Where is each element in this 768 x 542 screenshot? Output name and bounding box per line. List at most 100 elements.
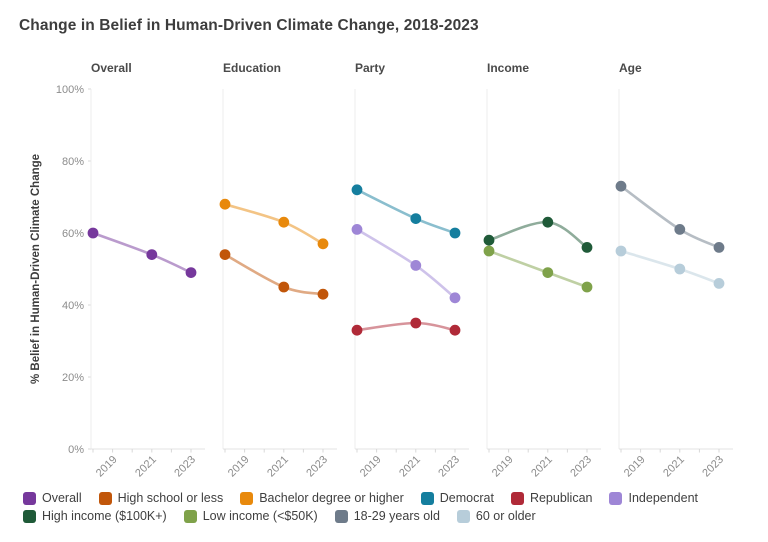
chart-legend: Overall High school or less Bachelor degre… [23,491,758,527]
series-line-high-school-or-less [223,253,325,296]
legend-label: 60 or older [475,509,536,523]
x-tick-label: 2021 [397,454,423,480]
panel-header-party: Party [355,61,385,75]
y-tick-label: 80% [62,156,84,168]
legend-swatch-icon [420,491,434,505]
x-tick-label: 2023 [436,454,462,480]
data-point-republican [449,324,461,336]
legend-row: High income ($100K+) Low income (<$50K) 18… [23,509,758,523]
legend-label: 18-29 years old [353,509,440,523]
data-point-overall [146,249,158,260]
x-tick-label: 2019 [94,454,120,480]
data-point-18-29-years-old [713,242,725,253]
panel-education: Education 2019 2021 2023 [219,61,337,480]
legend-label: Republican [529,491,593,505]
chart-title: Change in Belief in Human-Driven Climate… [19,17,479,34]
data-point-60-or-older [615,245,627,257]
legend-item-republican: Republican [510,491,593,505]
legend-swatch-icon [23,491,36,505]
legend-label: Bachelor degree or higher [259,491,404,505]
legend-swatch-icon [609,491,623,505]
legend-swatch-icon [240,491,254,505]
legend-item-low-income-50k: Low income (<$50K) [183,509,318,523]
x-tick-label: 2019 [226,454,252,480]
y-tick-label: 40% [62,300,84,312]
series-line-bachelor-degree-or-higher [223,202,325,246]
panel-header-education: Education [223,61,281,75]
legend-label: Democrat [439,491,494,505]
y-axis: 0% 20% 40% 60% 80% 100% [56,84,91,456]
panel-header-age: Age [619,61,642,75]
panel-income: Income 2019 2021 2023 [483,61,601,480]
data-point-18-29-years-old [674,224,686,235]
legend-swatch-icon [23,509,36,523]
data-point-democrat [351,184,363,196]
data-point-overall [185,267,197,278]
data-point-bachelor-degree-or-higher [278,216,290,228]
legend-item-60-or-older: 60 or older [456,509,536,523]
data-point-high-income-100k [581,242,593,253]
panel-header-income: Income [487,61,529,75]
data-point-high-school-or-less [317,288,329,300]
y-tick-label: 100% [56,84,84,96]
data-point-overall [87,227,99,239]
data-point-high-income-100k [483,234,495,246]
legend-item-high-income-100k: High income ($100K+) [23,509,167,523]
data-point-high-income-100k [542,216,554,228]
legend-row: Overall High school or less Bachelor degre… [23,491,758,505]
legend-swatch-icon [183,509,197,523]
legend-label: High income ($100K+) [42,509,167,523]
x-tick-label: 2023 [304,454,330,480]
legend-swatch-icon [334,509,348,523]
series-line-democrat [355,188,457,235]
panel-overall: Overall 2019 2021 2023 [87,61,205,480]
panel-header-overall: Overall [91,61,132,75]
x-tick-label: 2021 [529,454,555,480]
y-axis-title: % Belief in Human-Driven Climate Change [30,154,42,384]
series-line-60-or-older [619,249,721,285]
legend-item-overall: Overall [23,491,82,505]
legend-item-bachelor-degree-or-higher: Bachelor degree or higher [240,491,404,505]
series-line-independent [355,228,457,300]
data-point-independent [449,292,461,304]
data-point-independent [410,260,422,271]
data-point-bachelor-degree-or-higher [317,238,329,250]
panel-age: Age 2019 2021 2023 [615,61,733,480]
data-point-independent [351,224,363,235]
data-point-low-income-50k [483,245,495,257]
x-tick-label: 2021 [265,454,291,480]
series-line-low-income-50k [487,249,589,289]
y-tick-label: 60% [62,228,84,240]
x-tick-label: 2021 [133,454,159,480]
panel-party: Party 2019 2021 2023 [351,61,469,480]
data-point-high-school-or-less [219,249,231,260]
legend-label: Independent [628,491,698,505]
legend-label: Overall [42,491,82,505]
legend-item-democrat: Democrat [420,491,494,505]
data-point-republican [351,324,363,336]
series-line-18-29-years-old [619,184,721,249]
data-point-republican [410,317,422,329]
legend-swatch-icon [510,491,524,505]
chart-canvas: 0% 20% 40% 60% 80% 100% % Belief in Human-Driv… [30,61,733,480]
legend-label: Low income (<$50K) [202,509,318,523]
legend-swatch-icon [456,509,470,523]
legend-label: High school or less [117,491,224,505]
x-tick-label: 2021 [661,454,687,480]
data-point-18-29-years-old [615,180,627,192]
x-tick-label: 2019 [622,454,648,480]
data-point-high-school-or-less [278,281,290,293]
data-point-low-income-50k [581,281,593,293]
x-tick-label: 2019 [490,454,516,480]
data-point-democrat [449,227,461,239]
x-tick-label: 2019 [358,454,384,480]
series-line-high-income-100k [487,220,589,249]
legend-item-18-29-years-old: 18-29 years old [334,509,440,523]
legend-swatch-icon [98,491,112,505]
data-point-60-or-older [713,278,725,289]
x-tick-label: 2023 [172,454,198,480]
x-tick-label: 2023 [700,454,726,480]
legend-item-independent: Independent [609,491,698,505]
x-tick-label: 2023 [568,454,594,480]
